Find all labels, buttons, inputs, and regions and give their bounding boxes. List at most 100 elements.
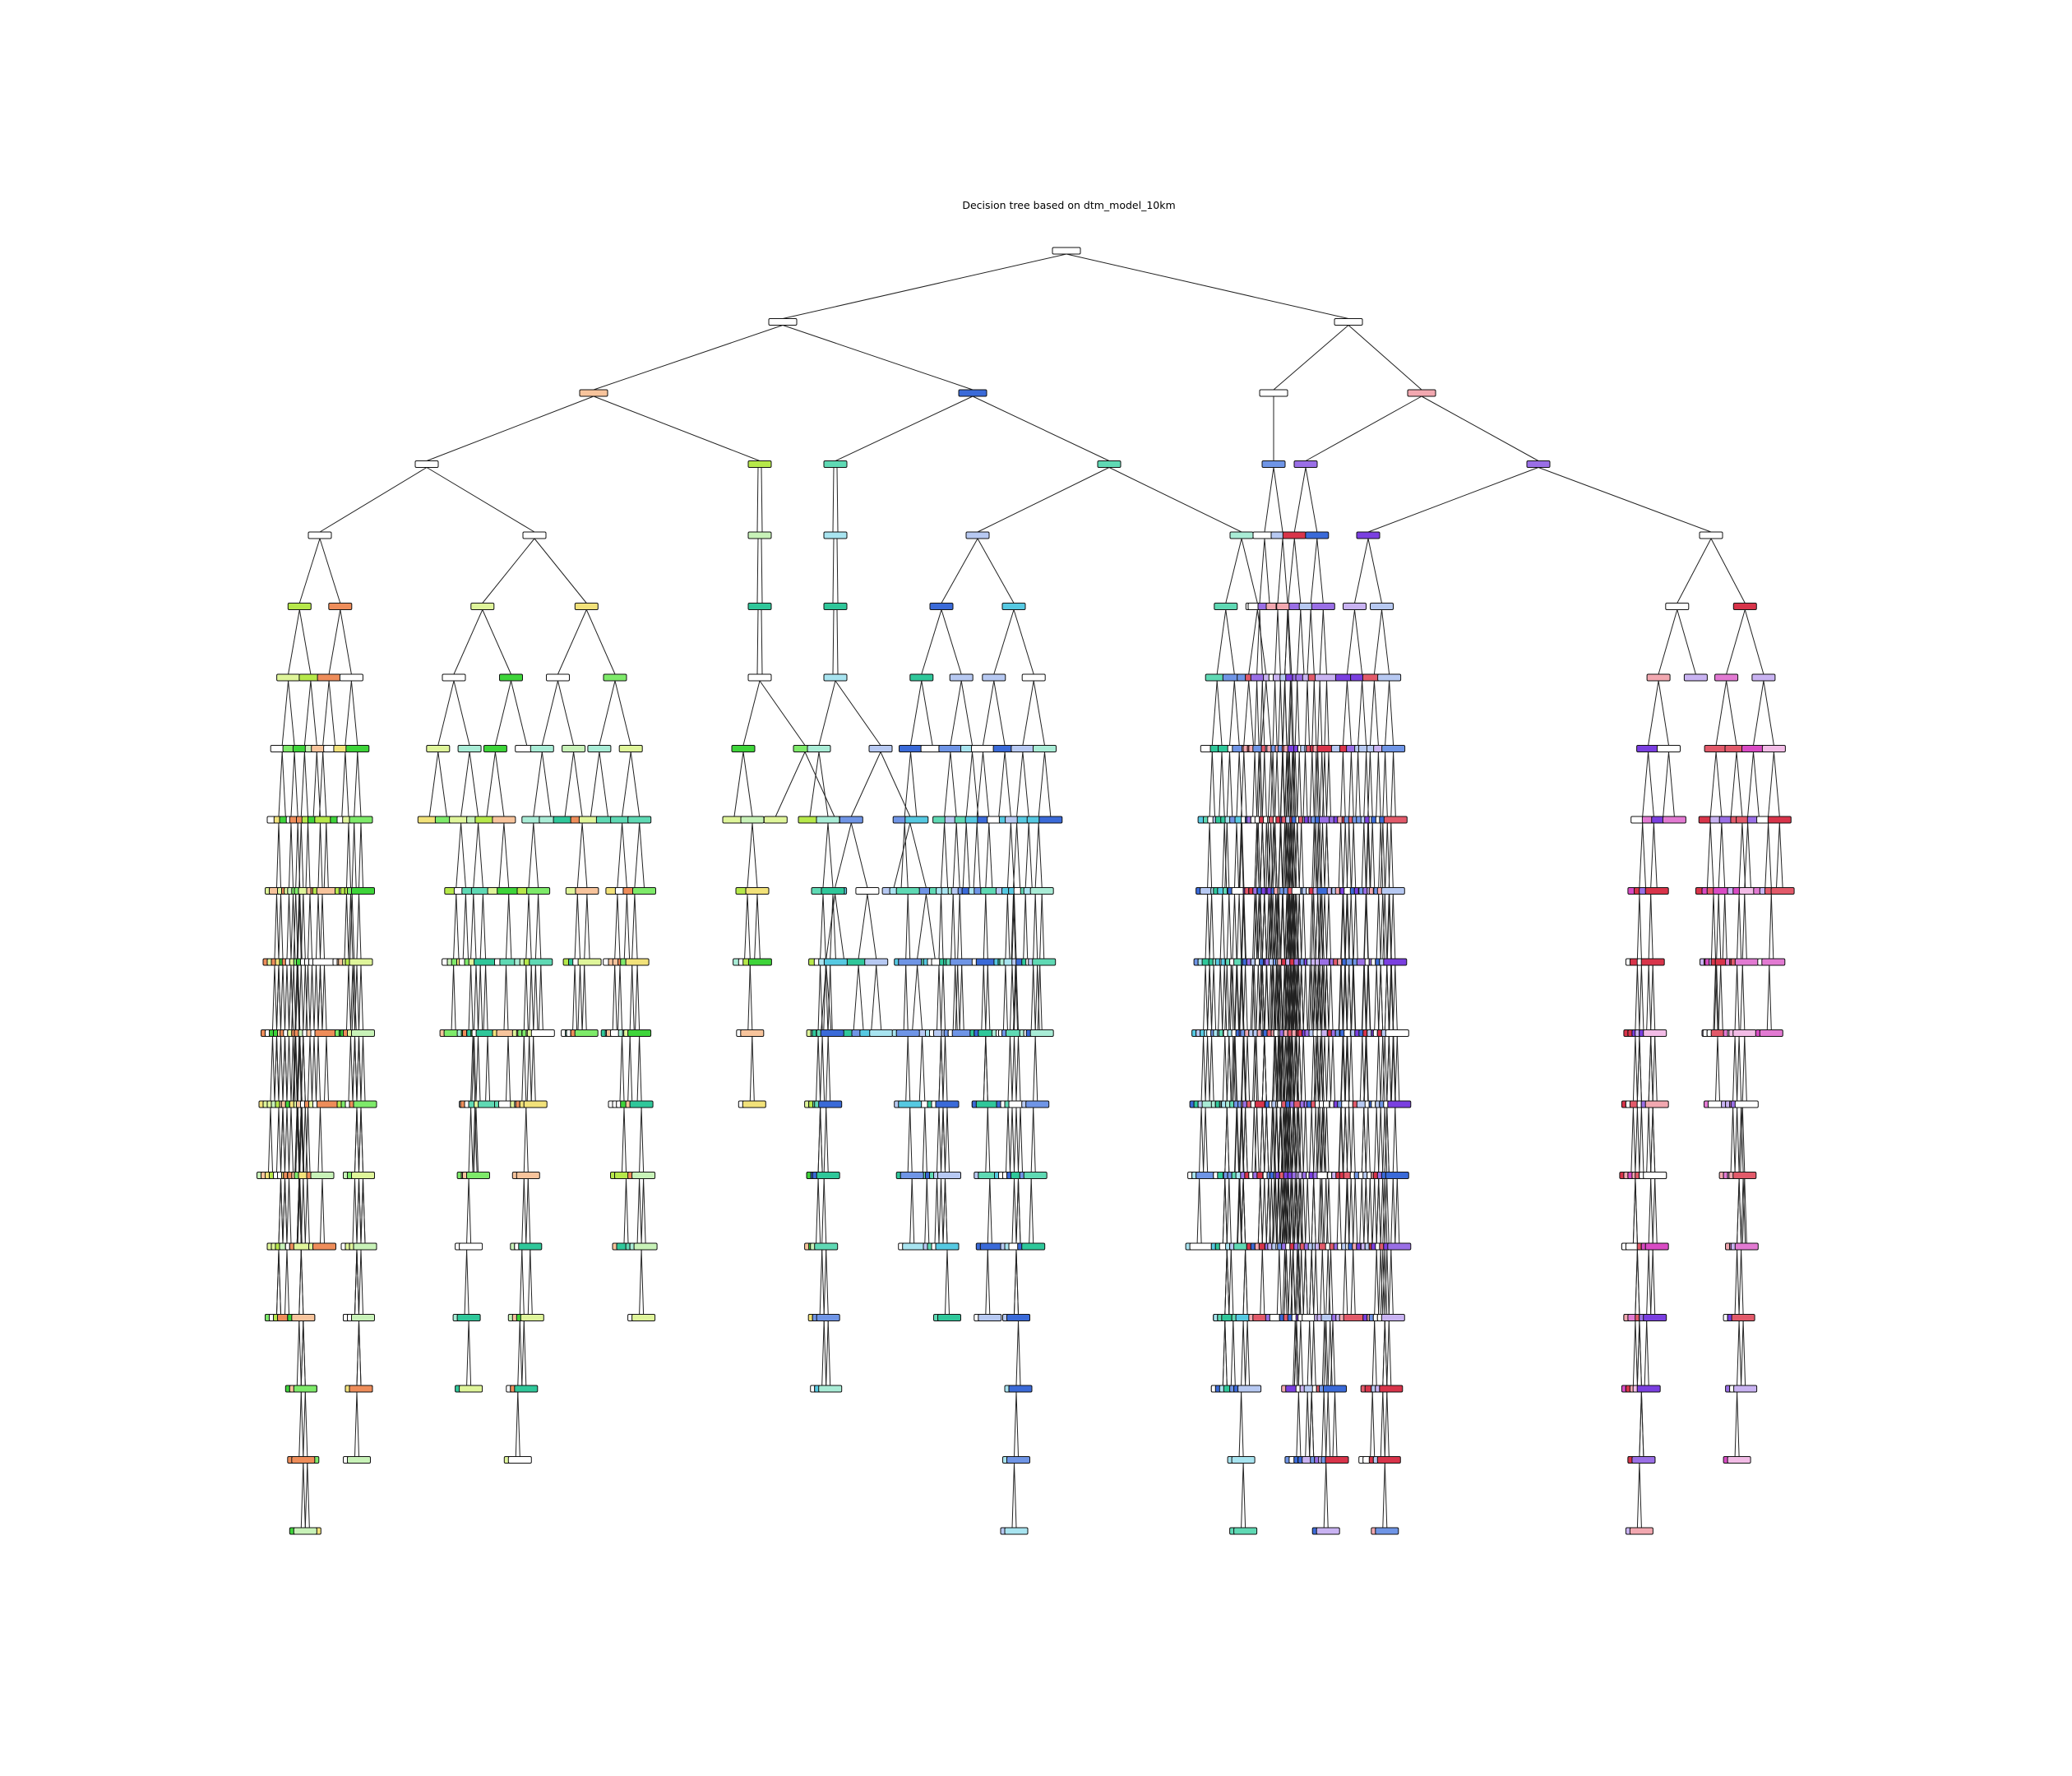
- tree-edge: [1320, 822, 1323, 888]
- tree-edge: [1264, 1107, 1267, 1172]
- tree-edge: [1313, 964, 1316, 1030]
- tree-edge: [1311, 1036, 1315, 1102]
- tree-edge: [826, 1320, 829, 1386]
- tree-edge: [474, 1036, 477, 1102]
- tree-edge: [1744, 1036, 1747, 1102]
- tree-node: [898, 1100, 923, 1108]
- tree-edge: [528, 822, 534, 888]
- tree-edge: [298, 822, 302, 888]
- tree-node: [351, 1172, 375, 1179]
- tree-edge: [1648, 964, 1652, 1030]
- tree-edge: [282, 1036, 285, 1102]
- tree-edge: [572, 964, 576, 1030]
- tree-edge: [1209, 964, 1213, 1030]
- tree-edge: [1384, 964, 1388, 1030]
- tree-edge: [1293, 894, 1296, 960]
- tree-edge: [1371, 822, 1376, 888]
- tree-edge: [1738, 1249, 1742, 1315]
- tree-edge: [1343, 822, 1346, 888]
- tree-edge: [1256, 1107, 1260, 1172]
- tree-edge: [1256, 1036, 1259, 1102]
- tree-edge: [1390, 822, 1394, 888]
- tree-edge: [479, 894, 483, 960]
- tree-edge: [1305, 1178, 1308, 1244]
- tree-edge: [278, 1036, 281, 1102]
- tree-edge: [1285, 1107, 1289, 1172]
- tree-edge: [1030, 964, 1034, 1030]
- tree-edge: [1293, 1036, 1296, 1102]
- tree-edge: [310, 680, 317, 746]
- tree-edge: [529, 1036, 532, 1102]
- tree-edge: [1237, 964, 1240, 1030]
- tree-edge: [945, 1249, 948, 1315]
- tree-edge: [1280, 1036, 1283, 1102]
- tree-edge: [320, 822, 323, 888]
- tree-edge: [636, 1036, 641, 1102]
- tree-edge: [946, 1249, 950, 1315]
- tree-edge: [1292, 1178, 1295, 1244]
- tree-node: [1038, 816, 1063, 824]
- tree-edge: [1635, 1320, 1638, 1386]
- tree-edge: [1363, 894, 1367, 960]
- tree-edge: [1238, 1391, 1242, 1457]
- tree-node: [823, 531, 848, 539]
- tree-edge: [1332, 1036, 1335, 1102]
- tree-edge: [303, 680, 312, 746]
- tree-edge: [1233, 1036, 1236, 1102]
- tree-edge: [1297, 752, 1300, 817]
- tree-edge: [636, 964, 641, 1030]
- tree-node: [1001, 603, 1026, 610]
- tree-edge: [1280, 1107, 1283, 1172]
- tree-node: [1379, 1385, 1404, 1393]
- tree-edge: [937, 964, 940, 1030]
- tree-edge: [1234, 894, 1237, 960]
- tree-edge: [1257, 752, 1261, 817]
- tree-edge: [622, 752, 631, 817]
- tree-node: [1657, 745, 1681, 752]
- tree-edge: [1301, 1036, 1304, 1102]
- tree-edge: [1322, 752, 1325, 817]
- tree-edge: [482, 609, 511, 675]
- tree-edge: [584, 894, 588, 960]
- tree-edge: [1292, 1107, 1295, 1172]
- tree-edge: [1242, 1463, 1246, 1529]
- tree-edge: [614, 894, 618, 960]
- tree-edge: [1300, 1320, 1303, 1386]
- tree-edge: [574, 894, 578, 960]
- tree-edge: [987, 1178, 991, 1244]
- tree-edge: [1650, 822, 1654, 888]
- tree-edge: [1297, 1249, 1300, 1315]
- tree-edge: [1365, 822, 1369, 888]
- tree-edge: [988, 822, 993, 888]
- tree-node: [353, 1242, 377, 1251]
- tree-edge: [909, 1178, 913, 1244]
- tree-edge: [1350, 1107, 1354, 1172]
- tree-node: [625, 958, 650, 966]
- tree-edge: [1652, 1249, 1656, 1315]
- tree-edge: [1392, 1107, 1396, 1172]
- tree-edge: [867, 894, 877, 960]
- tree-node: [949, 673, 974, 682]
- tree-edge: [1635, 1036, 1638, 1102]
- tree-edge: [1005, 894, 1008, 960]
- tree-edge: [300, 1391, 304, 1457]
- tree-node: [426, 745, 451, 752]
- tree-edge: [1309, 1391, 1312, 1457]
- tree-edge: [1289, 680, 1293, 746]
- tree-edge: [470, 894, 474, 960]
- tree-edge: [910, 680, 923, 746]
- tree-edge: [300, 1107, 304, 1172]
- tree-edge: [1309, 894, 1313, 960]
- tree-node: [1732, 603, 1757, 610]
- tree-edge: [1374, 964, 1377, 1030]
- tree-edge: [938, 1036, 941, 1102]
- tree-edge: [1720, 964, 1723, 1030]
- tree-edge: [1346, 609, 1355, 675]
- tree-edge: [530, 964, 534, 1030]
- tree-edge: [1376, 1249, 1380, 1315]
- tree-edge: [453, 680, 470, 746]
- tree-edge: [1313, 680, 1317, 746]
- tree-edge: [276, 1249, 280, 1315]
- tree-edge: [1256, 752, 1260, 817]
- tree-edge: [1230, 1249, 1234, 1315]
